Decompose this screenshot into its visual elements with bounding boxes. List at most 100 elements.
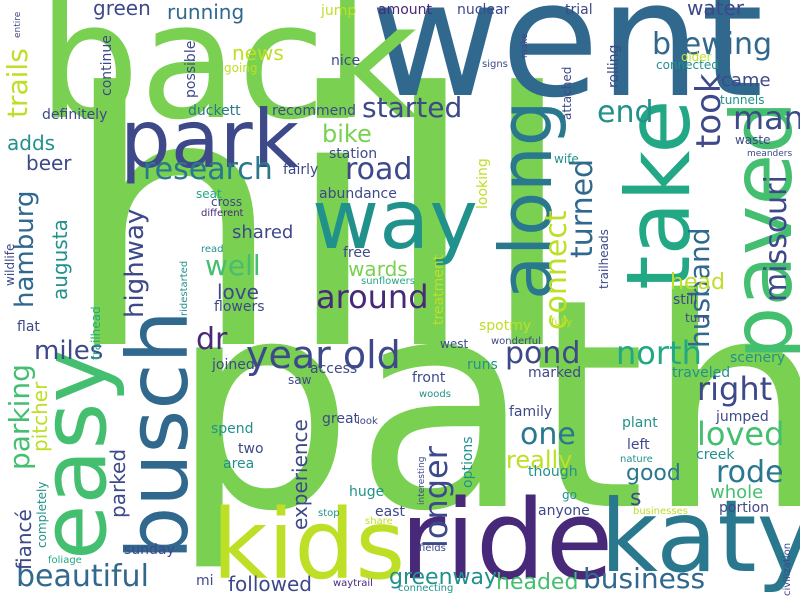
word-share: share — [365, 516, 393, 527]
word-trailheads: trailheads — [597, 229, 611, 289]
word-towards: towards — [328, 257, 408, 281]
word-two: two — [238, 441, 264, 457]
word-plant: plant — [622, 415, 658, 431]
word-tunnels: tunnels — [720, 93, 765, 107]
word-fields: fields — [419, 543, 446, 554]
word-though: though — [528, 464, 578, 480]
word-green: green — [93, 0, 151, 20]
word-station: station — [329, 146, 378, 162]
word-spotmy: spotmy — [479, 318, 532, 334]
word-nuclear: nuclear — [457, 2, 510, 18]
word-park: park — [120, 93, 300, 186]
word-amount: amount — [378, 2, 433, 18]
word-free: free — [343, 245, 371, 261]
word-options: options — [460, 436, 476, 488]
word-augusta: augusta — [48, 219, 72, 300]
word-continue: continue — [99, 35, 115, 96]
word-jumped: jumped — [716, 409, 769, 425]
word-good: good — [626, 461, 681, 486]
word-missouri: missouri — [759, 175, 794, 302]
word-pitcher: pitcher — [28, 381, 52, 452]
word-katy: katy — [600, 478, 800, 595]
word-marked: marked — [528, 365, 582, 381]
word-around: around — [316, 278, 429, 316]
word-wife: wife — [554, 152, 579, 166]
word-beautiful: beautiful — [16, 559, 149, 594]
word-great: great — [322, 411, 360, 427]
word-west: west — [440, 337, 469, 351]
word-miles: miles — [34, 336, 104, 366]
word-end: end — [597, 95, 654, 130]
word-beer: beer — [26, 151, 72, 175]
word-trails: trails — [1, 48, 34, 118]
word-north: north — [616, 334, 702, 372]
word-go: go — [562, 488, 577, 502]
word-right: right — [697, 370, 773, 408]
word-connecting: connecting — [398, 583, 454, 594]
word-flowers: flowers — [214, 299, 265, 315]
word-possible: possible — [183, 40, 199, 98]
word-ridestarted: ridestarted — [179, 260, 190, 316]
word-family: family — [509, 404, 553, 420]
word-greenway: greenway — [389, 565, 498, 590]
word-going: going — [224, 61, 258, 75]
word-area: area — [223, 456, 255, 472]
word-many: many — [733, 99, 800, 137]
word-sunflowers: sunflowers — [361, 276, 415, 287]
word-followed: followed — [228, 572, 312, 596]
word-completely: completely — [35, 481, 49, 549]
word-jump: jump — [321, 3, 357, 19]
word-east: east — [375, 504, 405, 520]
word-read: read — [201, 244, 224, 255]
word-older: older — [681, 50, 712, 64]
word-anyone: anyone — [538, 503, 590, 519]
word-portion: portion — [719, 500, 770, 516]
word-woods: woods — [419, 389, 451, 400]
word-signs: signs — [482, 59, 508, 70]
word-rode: rode — [716, 455, 784, 490]
word-treatment: treatment — [431, 254, 447, 325]
word-fiance: fiancé — [12, 509, 36, 570]
word-research: research — [143, 152, 273, 187]
word-one: one — [520, 417, 576, 452]
word-kids: kids — [212, 489, 406, 600]
word-creek: creek — [696, 447, 735, 463]
word-different: different — [201, 208, 244, 219]
word-really: really — [506, 446, 573, 474]
word-s: s — [630, 486, 642, 511]
word-experience: experience — [288, 419, 312, 530]
word-rolling: rolling — [606, 44, 622, 88]
word-waytrail: waytrail — [333, 578, 373, 589]
word-duckett: duckett — [188, 103, 241, 119]
word-seat: seat — [196, 187, 222, 201]
word-look: look — [357, 416, 378, 427]
word-running: running — [167, 0, 245, 24]
word-headed: headed — [496, 570, 579, 595]
word-spend: spend — [211, 421, 254, 437]
word-nice: nice — [331, 53, 361, 69]
word-left: left — [627, 437, 650, 453]
word-came: came — [721, 70, 771, 91]
word-wonderful: wonderful — [491, 336, 541, 347]
word-sunday: sunday — [124, 542, 175, 558]
word-whole: whole — [710, 482, 764, 503]
word-recommend: recommend — [272, 103, 356, 119]
word-connect: connect — [539, 210, 574, 330]
word-loved: loved — [697, 415, 785, 453]
word-shared: shared — [232, 222, 294, 243]
word-huge: huge — [349, 484, 385, 500]
word-trial: trial — [565, 2, 593, 18]
word-parked: parked — [106, 448, 130, 518]
word-attached: attached — [560, 66, 574, 120]
word-runs: runs — [467, 357, 498, 373]
word-nature: nature — [620, 454, 653, 465]
word-water: water — [687, 0, 744, 20]
word-access: access — [310, 361, 358, 377]
word-saw: saw — [288, 373, 312, 387]
word-joined: joined — [212, 357, 255, 373]
word-make: make — [520, 33, 530, 58]
word-head: head — [670, 270, 725, 295]
word-brewing: brewing — [652, 27, 773, 62]
word-traveled: traveled — [672, 365, 731, 381]
